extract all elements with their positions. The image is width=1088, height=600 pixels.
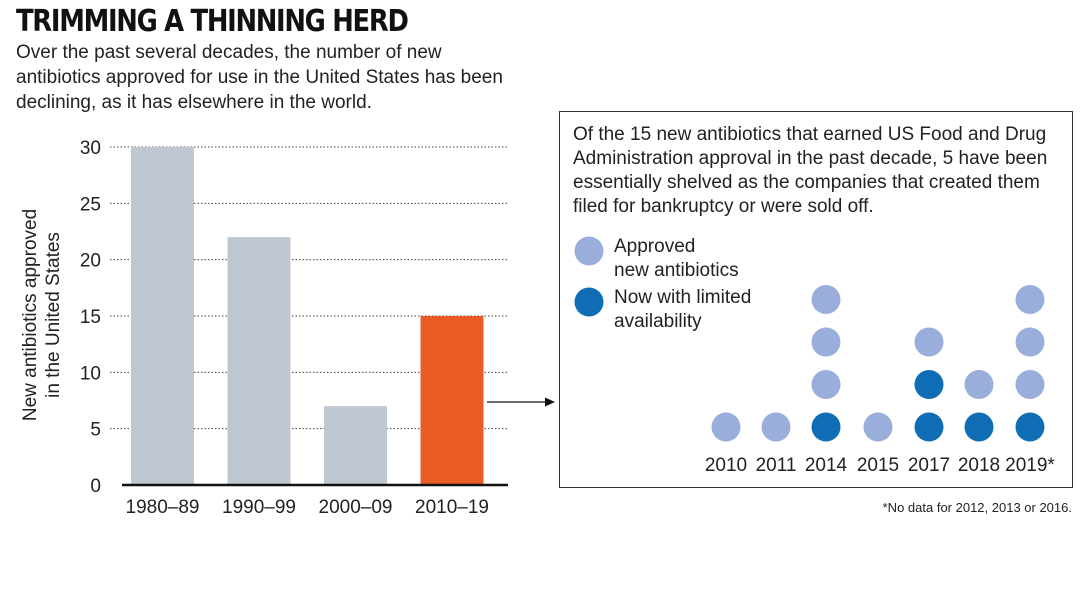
bar-2000–09: [324, 406, 387, 485]
bar-1980–89: [131, 147, 194, 485]
dot-limited-2019*: [1015, 412, 1045, 442]
chart-subtitle: Over the past several decades, the numbe…: [16, 42, 503, 113]
dot-approved-2011: [761, 412, 791, 442]
dot-limited-2018: [964, 412, 994, 442]
dot-approved-2019*: [1015, 327, 1045, 357]
x-tick-label: 2010–19: [415, 497, 489, 518]
dot-approved-2019*: [1015, 370, 1045, 399]
bar-1990–99: [227, 237, 291, 485]
dot-year-label: 2014: [805, 455, 848, 476]
connector-arrow-icon: [545, 397, 555, 407]
dot-approved-2014: [811, 327, 841, 357]
y-tick-label: 10: [80, 363, 101, 384]
dot-approved-2018: [964, 370, 994, 399]
x-tick-label: 2000–09: [319, 497, 393, 518]
y-tick-label: 20: [80, 251, 101, 272]
dot-approved-2017: [914, 327, 944, 357]
dot-limited-2017: [914, 412, 944, 442]
footnote: *No data for 2012, 2013 or 2016.: [882, 500, 1072, 515]
bar-chart: 0 5 10 15 20 25 30 1980–89 1990–99 2000–09 2010–19…: [20, 138, 555, 518]
y-axis-label: New antibiotics approved in the United St…: [20, 209, 64, 421]
dot-year-label: 2015: [857, 455, 899, 476]
bar-2010–19: [420, 316, 484, 485]
y-tick-label: 25: [80, 194, 101, 215]
dot-approved-2014: [811, 285, 841, 314]
dot-year-label: 2011: [756, 455, 797, 476]
dot-year-label: 2010: [705, 455, 747, 476]
dot-limited-2014: [811, 412, 841, 442]
legend-swatch: [574, 236, 604, 266]
dot-chart-description: Of the 15 new antibiotics that earned US…: [573, 124, 1048, 217]
dot-chart: Approved new antibiotics Now with limited a…: [574, 236, 1055, 476]
legend-swatch: [574, 287, 604, 317]
dot-year-label: 2019*: [1005, 455, 1055, 476]
dot-limited-2017: [914, 370, 944, 399]
y-tick-label: 15: [80, 307, 101, 328]
dot-approved-2014: [811, 370, 841, 399]
dot-chart-panel: Approved new antibiotics Now with limited a…: [559, 111, 1073, 488]
x-tick-label: 1980–89: [126, 497, 200, 518]
y-tick-label: 5: [90, 420, 101, 441]
y-tick-label: 0: [90, 476, 101, 497]
dot-year-label: 2017: [908, 455, 950, 476]
x-tick-label: 1990–99: [222, 497, 296, 518]
dot-approved-2010: [711, 412, 741, 442]
legend-label: Approved new antibiotics: [614, 236, 739, 281]
dot-approved-2015: [863, 412, 893, 442]
y-tick-label: 30: [80, 138, 101, 159]
dot-year-label: 2018: [958, 455, 1000, 476]
legend-label: Now with limited availability: [614, 287, 751, 332]
chart-title: TRIMMING A THINNING HERD: [16, 4, 409, 39]
dot-approved-2019*: [1015, 285, 1045, 314]
